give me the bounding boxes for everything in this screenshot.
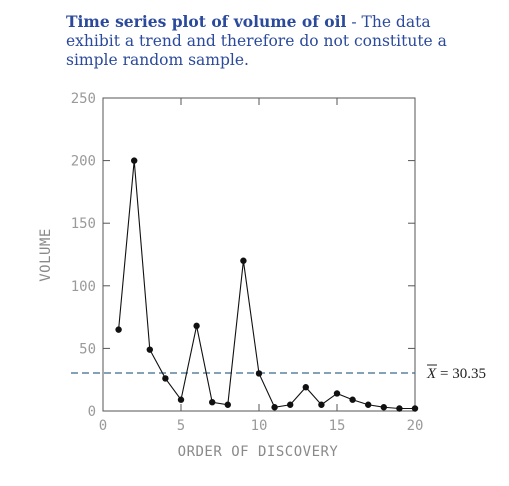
data-point	[396, 405, 403, 412]
y-tick-label: 50	[79, 341, 96, 357]
data-point	[209, 399, 216, 406]
data-point	[271, 404, 278, 411]
data-point	[318, 401, 325, 408]
data-point	[224, 401, 231, 408]
y-axis-title: VOLUME	[38, 228, 54, 282]
y-tick-label: 150	[71, 216, 96, 232]
caption-title: Time series plot of volume of oil	[66, 12, 347, 31]
data-point	[146, 346, 153, 353]
y-tick-label: 0	[88, 404, 96, 420]
series-line	[118, 160, 415, 410]
data-point	[240, 257, 247, 264]
data-point	[193, 322, 200, 330]
x-axis-title: ORDER OF DISCOVERY	[178, 444, 339, 460]
data-point	[162, 375, 169, 382]
data-point	[380, 404, 387, 411]
data-point	[177, 396, 185, 403]
x-tick-label: 0	[99, 418, 107, 434]
y-tick-label: 200	[71, 154, 96, 170]
x-tick-label: 15	[329, 418, 346, 434]
data-point	[411, 405, 419, 412]
x-tick-label: 20	[407, 418, 424, 434]
data-point	[255, 370, 263, 377]
x-tick-label: 5	[177, 418, 185, 434]
plot-area: 0 50 100 150 200 250 0 5 10 15 20 X = 30.35	[71, 91, 486, 434]
x-tick-label: 10	[251, 418, 268, 434]
chart-caption: Time series plot of volume of oil - The …	[66, 12, 466, 70]
data-point	[333, 390, 341, 397]
plot-frame	[102, 97, 416, 412]
mean-label-symbol: X	[426, 366, 437, 382]
data-point	[115, 326, 122, 333]
mean-label-value: = 30.35	[440, 366, 486, 382]
data-point	[365, 401, 372, 408]
data-point	[349, 396, 356, 403]
data-point	[302, 384, 309, 391]
data-point	[287, 401, 294, 408]
y-tick-label: 250	[71, 91, 96, 107]
caption-text: - The data exhibit a trend and therefore…	[66, 13, 447, 69]
data-point	[131, 157, 138, 164]
y-tick-label: 100	[71, 279, 96, 295]
